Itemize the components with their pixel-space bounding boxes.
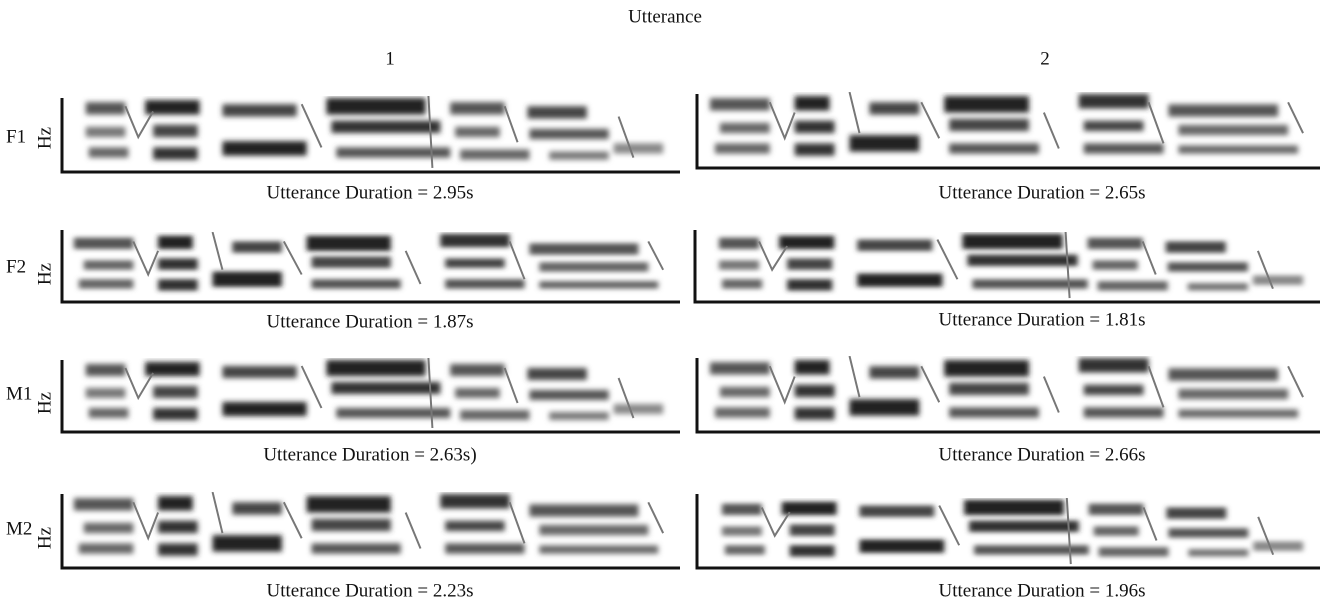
caption: Utterance Duration = 2.23s <box>267 580 474 601</box>
caption: Utterance Duration = 1.87s <box>267 311 474 332</box>
caption: Utterance Duration = 1.96s <box>939 580 1146 601</box>
caption: Utterance Duration = 2.63s) <box>263 444 476 465</box>
spectrogram <box>710 92 1303 156</box>
caption: Utterance Duration = 1.81s <box>939 309 1146 330</box>
caption: Utterance Duration = 2.95s <box>267 182 474 203</box>
row-label: F2 <box>6 256 26 277</box>
row-label: F1 <box>6 126 26 147</box>
caption: Utterance Duration = 2.65s <box>939 182 1146 203</box>
row-label: M1 <box>6 383 32 404</box>
spectrogram <box>86 358 663 428</box>
axis-label: Hz <box>34 392 55 414</box>
spectrogram <box>74 492 663 556</box>
figure: Utterance 1 2 F1 Hz Utterance Duration =… <box>0 0 1325 605</box>
spectrogram <box>722 498 1303 564</box>
axis-label: Hz <box>34 527 55 549</box>
figure-title: Utterance <box>628 6 702 27</box>
spectrogram <box>74 232 663 291</box>
column-label: 2 <box>1040 48 1050 69</box>
caption: Utterance Duration = 2.66s <box>939 444 1146 465</box>
column-label: 1 <box>385 48 395 69</box>
axis-label: Hz <box>34 127 55 149</box>
spectrogram <box>710 356 1303 420</box>
spectrogram <box>719 232 1303 298</box>
row-label: M2 <box>6 518 32 539</box>
spectrogram <box>86 96 663 168</box>
axis-label: Hz <box>34 263 55 285</box>
